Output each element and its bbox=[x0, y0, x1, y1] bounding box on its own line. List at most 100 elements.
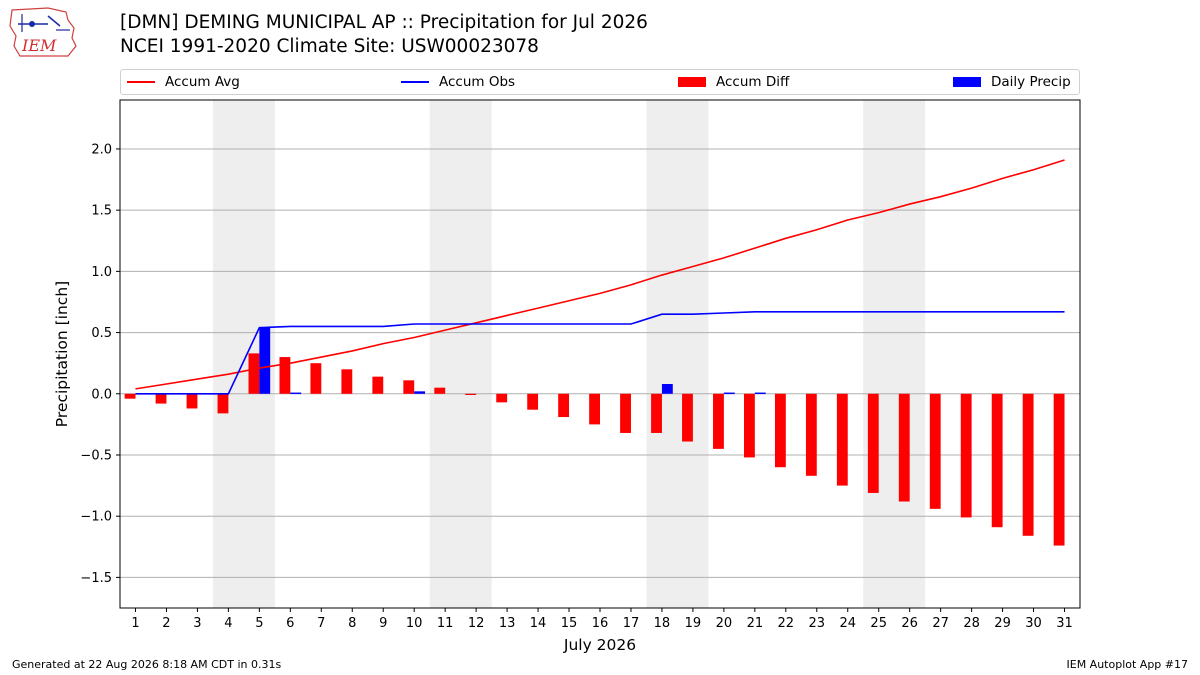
accum-diff-bar-day-15 bbox=[558, 393, 570, 418]
accum-diff-bar-day-7 bbox=[310, 363, 322, 394]
chart-title: [DMN] DEMING MUNICIPAL AP :: Precipitati… bbox=[120, 12, 648, 33]
accum-obs-line bbox=[135, 310, 1065, 395]
x-tick-label-20: 20 bbox=[716, 616, 733, 631]
legend-item-accum-obs: Accum Obs bbox=[401, 70, 515, 94]
accum-diff-bar-day-22 bbox=[774, 393, 786, 468]
y-tick-label-3: 0.0 bbox=[91, 387, 112, 402]
legend-swatch-accum-avg bbox=[127, 81, 155, 83]
plot-frame bbox=[119, 99, 1081, 609]
daily-precip-bar-day-20 bbox=[723, 392, 735, 395]
accum-diff-bar-day-30 bbox=[1022, 393, 1034, 536]
accum-diff-bar-day-14 bbox=[527, 393, 539, 410]
x-tick-label-12: 12 bbox=[468, 616, 485, 631]
legend-label-accum-diff: Accum Diff bbox=[716, 74, 790, 90]
legend-label-daily-precip: Daily Precip bbox=[991, 74, 1071, 90]
x-tick-label-29: 29 bbox=[994, 616, 1011, 631]
x-tick-label-2: 2 bbox=[162, 616, 170, 631]
x-tick-label-25: 25 bbox=[870, 616, 887, 631]
daily-precip-bar-day-6 bbox=[290, 392, 302, 395]
accum-diff-bar-day-26 bbox=[898, 393, 910, 502]
x-tick-label-11: 11 bbox=[437, 616, 454, 631]
y-tick-label-7: 2.0 bbox=[91, 142, 112, 157]
daily-precip-bar-day-10 bbox=[414, 391, 426, 394]
x-tick-label-14: 14 bbox=[530, 616, 547, 631]
x-tick-label-22: 22 bbox=[778, 616, 795, 631]
legend-item-accum-avg: Accum Avg bbox=[127, 70, 240, 94]
accum-avg-line bbox=[135, 159, 1065, 390]
x-tick-label-6: 6 bbox=[286, 616, 294, 631]
x-tick-label-21: 21 bbox=[747, 616, 764, 631]
x-tick-label-18: 18 bbox=[654, 616, 671, 631]
x-tick-label-10: 10 bbox=[406, 616, 423, 631]
accum-diff-bar-day-8 bbox=[341, 369, 353, 394]
y-tick-label-1: −1.0 bbox=[80, 510, 112, 525]
chart-subtitle: NCEI 1991-2020 Climate Site: USW00023078 bbox=[120, 36, 539, 57]
accum-diff-bar-day-4 bbox=[217, 393, 229, 414]
legend-swatch-accum-diff bbox=[678, 77, 706, 87]
accum-diff-bar-day-27 bbox=[929, 393, 941, 509]
x-tick-label-8: 8 bbox=[348, 616, 356, 631]
accum-diff-bar-day-1 bbox=[124, 393, 136, 399]
x-tick-label-13: 13 bbox=[499, 616, 516, 631]
x-tick-label-27: 27 bbox=[932, 616, 949, 631]
accum-diff-bar-day-3 bbox=[186, 393, 198, 409]
x-tick-label-3: 3 bbox=[193, 616, 201, 631]
weekend-shade-2 bbox=[429, 100, 492, 608]
legend-item-daily-precip: Daily Precip bbox=[953, 70, 1071, 94]
x-tick-label-24: 24 bbox=[839, 616, 856, 631]
accum-diff-bar-day-10 bbox=[403, 380, 415, 394]
accum-diff-bar-day-19 bbox=[682, 393, 693, 442]
accum-diff-bar-day-23 bbox=[805, 393, 817, 476]
y-tick-label-6: 1.5 bbox=[91, 204, 112, 219]
x-tick-label-1: 1 bbox=[131, 616, 139, 631]
x-tick-label-28: 28 bbox=[963, 616, 980, 631]
legend-swatch-accum-obs bbox=[401, 81, 429, 83]
logo-text: IEM bbox=[21, 36, 57, 55]
x-tick-label-26: 26 bbox=[901, 616, 918, 631]
x-tick-label-4: 4 bbox=[224, 616, 232, 631]
x-tick-label-7: 7 bbox=[317, 616, 325, 631]
x-tick-label-9: 9 bbox=[379, 616, 387, 631]
accum-diff-bar-day-17 bbox=[620, 393, 631, 433]
x-tick-label-30: 30 bbox=[1025, 616, 1042, 631]
y-axis-label: Precipitation [inch] bbox=[53, 281, 71, 427]
legend-swatch-daily-precip bbox=[953, 77, 981, 87]
x-tick-label-5: 5 bbox=[255, 616, 263, 631]
x-tick-label-31: 31 bbox=[1056, 616, 1073, 631]
footer-app: IEM Autoplot App #17 bbox=[1066, 658, 1189, 671]
accum-diff-bar-day-25 bbox=[867, 393, 879, 493]
accum-diff-bar-day-21 bbox=[744, 393, 755, 458]
accum-diff-bar-day-2 bbox=[155, 393, 167, 404]
accum-diff-bar-day-18 bbox=[651, 393, 662, 433]
legend-item-accum-diff: Accum Diff bbox=[678, 70, 789, 94]
x-tick-label-19: 19 bbox=[685, 616, 702, 631]
footer-generated: Generated at 22 Aug 2026 8:18 AM CDT in … bbox=[12, 658, 282, 671]
x-tick-label-16: 16 bbox=[592, 616, 609, 631]
accum-diff-bar-day-5 bbox=[248, 353, 260, 394]
daily-precip-bar-day-5 bbox=[259, 327, 271, 394]
chart-legend: Accum Avg Accum Obs Accum Diff Daily Pre… bbox=[120, 69, 1080, 95]
accum-diff-bar-day-31 bbox=[1053, 393, 1065, 546]
weekend-shade-3 bbox=[646, 100, 709, 608]
accum-diff-bar-day-16 bbox=[589, 393, 600, 425]
daily-precip-bar-day-21 bbox=[754, 392, 766, 395]
y-tick-label-2: −0.5 bbox=[80, 448, 112, 463]
x-tick-label-15: 15 bbox=[561, 616, 578, 631]
x-tick-label-23: 23 bbox=[809, 616, 826, 631]
accum-diff-bar-day-9 bbox=[372, 376, 384, 394]
y-tick-label-5: 1.0 bbox=[91, 265, 112, 280]
y-tick-label-0: −1.5 bbox=[80, 571, 112, 586]
iem-logo: IEM bbox=[9, 7, 77, 57]
accum-diff-bar-day-29 bbox=[991, 393, 1003, 528]
x-axis-label: July 2026 bbox=[563, 636, 636, 654]
weekend-shade-1 bbox=[212, 100, 275, 608]
accum-diff-bar-day-13 bbox=[496, 393, 508, 403]
accum-diff-bar-day-11 bbox=[434, 387, 446, 394]
accum-diff-bar-day-24 bbox=[836, 393, 848, 486]
accum-diff-bar-day-28 bbox=[960, 393, 972, 518]
accum-diff-bar-day-6 bbox=[279, 357, 291, 394]
x-tick-label-17: 17 bbox=[623, 616, 640, 631]
weekend-shade-4 bbox=[863, 100, 926, 608]
legend-label-accum-obs: Accum Obs bbox=[439, 74, 516, 90]
